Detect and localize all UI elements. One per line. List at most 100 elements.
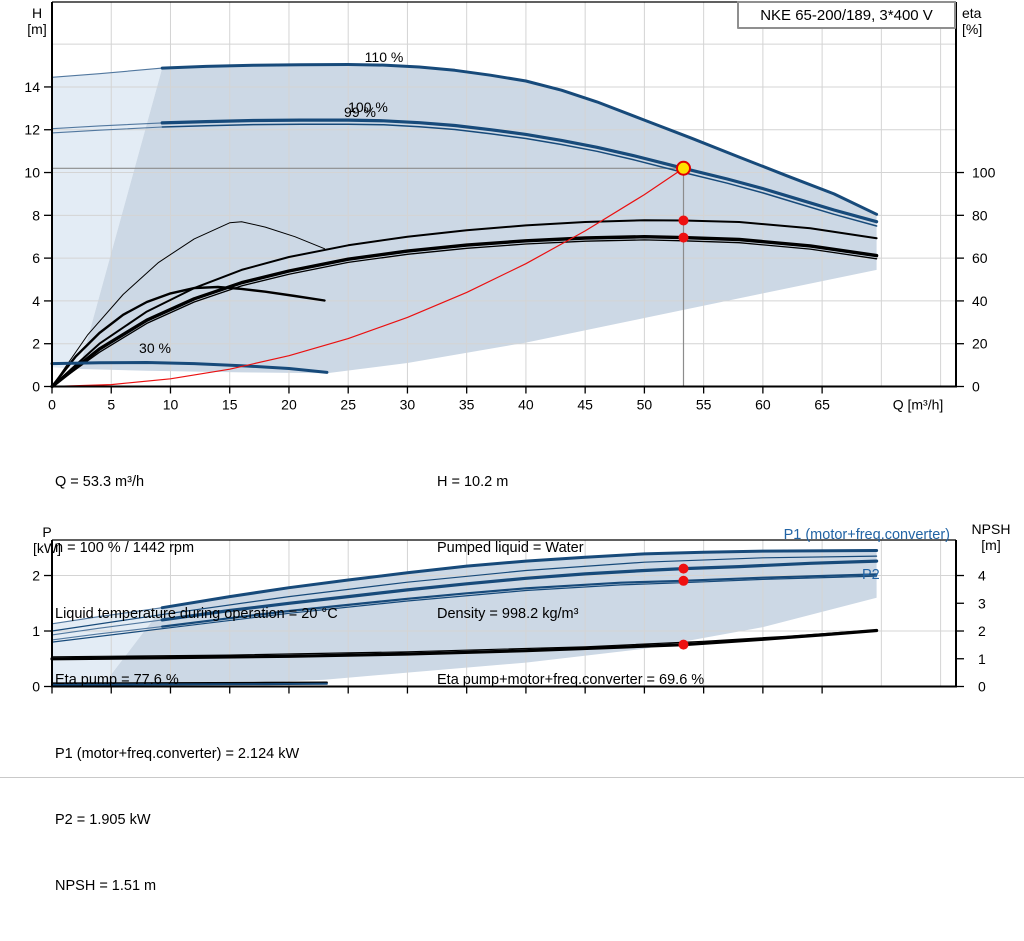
x-tick-label: 0 bbox=[48, 397, 56, 413]
y-right-tick-label: 100 bbox=[972, 165, 996, 181]
speed-label: 100 % bbox=[348, 99, 388, 115]
p1-curve-label: P1 (motor+freq.converter) bbox=[783, 527, 950, 543]
y-right-tick-label: 80 bbox=[972, 207, 988, 223]
x-tick-label: 20 bbox=[281, 397, 297, 413]
x-tick-label: 30 bbox=[400, 397, 416, 413]
x-tick-label: 50 bbox=[637, 397, 653, 413]
range-extension-light bbox=[52, 68, 163, 369]
x-tick-label: 55 bbox=[696, 397, 712, 413]
qh-30pct-curve bbox=[50, 361, 329, 374]
info-q: Q = 53.3 m³/h bbox=[55, 474, 145, 490]
speed-label: 30 % bbox=[139, 340, 171, 356]
info-n: n = 100 % / 1442 rpm bbox=[55, 540, 195, 556]
x-tick-label: 25 bbox=[340, 397, 356, 413]
eta-30pct-descending-curve bbox=[50, 285, 326, 388]
qh-99pct-extension-curve bbox=[51, 126, 163, 134]
npsh-30pct-curve bbox=[51, 681, 328, 685]
y-left-tick-label: 12 bbox=[24, 122, 40, 138]
p2-99pct-curve bbox=[51, 575, 878, 643]
y-right-tick-label: 20 bbox=[972, 336, 988, 352]
y-right-tick-label: 4 bbox=[978, 568, 986, 584]
pump-charts-svg: 0 5 10 15 20 25 30 35 40 45 50 55 60 65 Q [m³/h]024681… bbox=[24, 1, 996, 695]
x-tick-label: 15 bbox=[222, 397, 238, 413]
info-pumped-liquid: Pumped liquid = Water bbox=[437, 540, 584, 556]
y-right-tick-label: 0 bbox=[972, 379, 980, 395]
npsh-100pct-curve bbox=[50, 628, 879, 661]
eta-pump-marker bbox=[678, 215, 689, 226]
y-left-tick-label: 10 bbox=[24, 165, 40, 181]
x-tick-label: 5 bbox=[107, 397, 115, 413]
y-right-tick-label: 60 bbox=[972, 250, 988, 266]
system-curve-curve bbox=[51, 167, 685, 388]
y-left-tick-label: 6 bbox=[32, 250, 40, 266]
y-left-tick-label: 1 bbox=[32, 623, 40, 639]
x-axis-unit-label: Q [m³/h] bbox=[893, 397, 944, 413]
npsh-axis-label: NPSH [m] bbox=[971, 521, 1011, 553]
y-left-tick-label: 2 bbox=[32, 568, 40, 584]
eta-total-marker bbox=[678, 232, 689, 243]
y-left-tick-label: 8 bbox=[32, 207, 40, 223]
y-right-tick-label: 0 bbox=[978, 679, 986, 695]
y-left-tick-label: 14 bbox=[24, 79, 40, 95]
y-right-tick-label: 3 bbox=[978, 595, 986, 611]
p2-marker bbox=[678, 575, 689, 586]
duty-info-left: Q = 53.3 m³/h n = 100 % / 1442 rpm Liqui… bbox=[55, 427, 338, 735]
info-p2: P2 = 1.905 kW bbox=[55, 812, 151, 828]
speed-label: 99 % bbox=[344, 104, 376, 120]
y-left-tick-label: 2 bbox=[32, 336, 40, 352]
bottom-divider bbox=[0, 777, 1024, 778]
chart-group: 0 5 10 15 20 25 30 35 40 45 50 55 60 65 Q [m³/h] 0 2 4 6 8 1… bbox=[24, 1, 996, 413]
info-liquid-temp: Liquid temperature during operation = 20… bbox=[55, 606, 338, 622]
pump-curve-report: 0 5 10 15 20 25 30 35 40 45 50 55 60 65 Q [m³/h] 0 2 4 6 8 1… bbox=[0, 0, 1024, 894]
chart-group: 0 1 2 0 1 2 3 4 bbox=[32, 539, 986, 695]
p2-100pct-curve bbox=[161, 573, 878, 628]
p2-curve-label: P2 bbox=[862, 567, 880, 583]
y-left-tick-label: 0 bbox=[32, 679, 40, 695]
p2-100pct-extension-curve bbox=[51, 626, 163, 641]
info-p1: P1 (motor+freq.converter) = 2.124 kW bbox=[55, 746, 300, 762]
y-left-tick-label: 4 bbox=[32, 293, 40, 309]
p1-100pct-curve bbox=[160, 559, 879, 622]
pump-type-box: NKE 65-200/189, 3*400 V bbox=[737, 1, 956, 29]
info-h: H = 10.2 m bbox=[437, 474, 509, 490]
y-right-tick-label: 2 bbox=[978, 623, 986, 639]
eta-pump-motor-freq-99pct-curve bbox=[51, 239, 878, 388]
x-tick-label: 40 bbox=[518, 397, 534, 413]
h-axis-label: H [m] bbox=[27, 5, 47, 37]
y-right-tick-label: 1 bbox=[978, 651, 986, 667]
x-tick-label: 60 bbox=[755, 397, 771, 413]
duty-info-right: H = 10.2 m Pumped liquid = Water Density… bbox=[437, 427, 704, 735]
p1-marker bbox=[678, 563, 689, 574]
y-left-tick-label: 0 bbox=[32, 379, 40, 395]
p-axis-label: P [kW] bbox=[33, 524, 61, 556]
p2-110pct-curve bbox=[51, 555, 878, 632]
p-30pct-curve bbox=[51, 682, 328, 686]
y-right-tick-label: 40 bbox=[972, 293, 988, 309]
qh-99pct-curve bbox=[161, 123, 878, 227]
qh-110pct-curve bbox=[160, 63, 879, 216]
eta-axis-label: eta [%] bbox=[962, 5, 983, 37]
eta-pump-motor-freq-100pct-curve bbox=[50, 235, 879, 389]
x-tick-label: 10 bbox=[163, 397, 179, 413]
pump-type-text: NKE 65-200/189, 3*400 V bbox=[760, 6, 933, 24]
eta-pump-100pct-curve bbox=[51, 219, 878, 388]
info-npsh: NPSH = 1.51 m bbox=[55, 878, 157, 894]
p1-110pct-curve bbox=[160, 549, 879, 610]
p1-100pct-extension-curve bbox=[51, 619, 163, 636]
info-eta-pump: Eta pump = 77.6 % bbox=[55, 672, 179, 688]
x-tick-label: 45 bbox=[577, 397, 593, 413]
qh-110pct-extension-curve bbox=[51, 67, 163, 78]
info-eta-total: Eta pump+motor+freq.converter = 69.6 % bbox=[437, 672, 705, 688]
qh-100pct-curve bbox=[160, 118, 879, 224]
npsh-marker bbox=[678, 639, 689, 650]
duty-point bbox=[675, 160, 691, 176]
x-tick-label: 35 bbox=[459, 397, 475, 413]
p1-110pct-extension-curve bbox=[51, 607, 163, 625]
operating-envelope bbox=[79, 64, 877, 374]
x-tick-label: 65 bbox=[814, 397, 830, 413]
eta-arc-part-load-curve bbox=[51, 221, 325, 387]
qh-100pct-extension-curve bbox=[51, 122, 163, 130]
info-density: Density = 998.2 kg/m³ bbox=[437, 606, 579, 622]
duty-info-bottom: P1 (motor+freq.converter) = 2.124 kW P2 … bbox=[55, 699, 299, 941]
speed-label: 110 % bbox=[365, 49, 404, 65]
